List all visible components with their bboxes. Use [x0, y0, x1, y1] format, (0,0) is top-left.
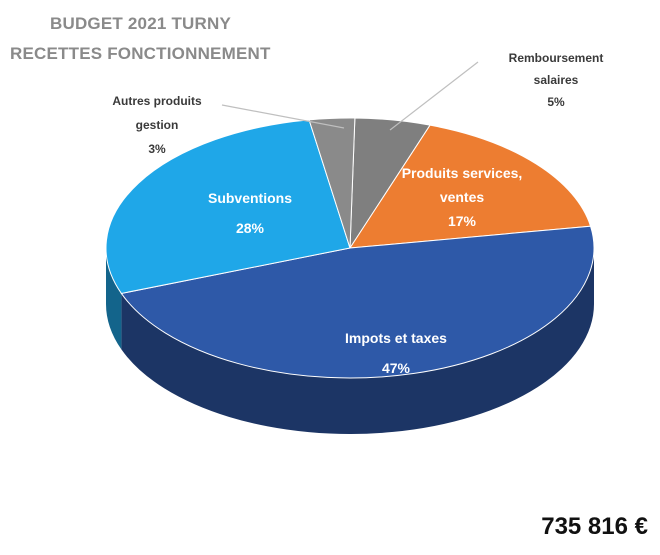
pie-slice-subventions — [105, 119, 351, 294]
chart-title-line1: BUDGET 2021 TURNY — [50, 14, 231, 33]
pie-depth-layer — [106, 248, 595, 434]
leader-remboursement — [389, 61, 479, 131]
leader-lines — [221, 61, 479, 131]
label-subventions: Subventions 28% — [208, 190, 292, 236]
leader-autres — [221, 104, 345, 129]
pie-slice-produits-services-ventes — [349, 124, 592, 249]
pie-top-layer — [105, 117, 595, 379]
pie-slice-impots-et-taxes — [120, 225, 595, 379]
chart-title-line2: RECETTES FONCTIONNEMENT — [10, 44, 271, 63]
pie-side-3 — [106, 248, 122, 350]
label-impots-taxes: Impots et taxes 47% — [345, 330, 447, 376]
total-amount: 735 816 € — [541, 513, 648, 540]
pie-slice-autres-produits-gestion — [308, 117, 356, 249]
label-autres-produits: Autres produits gestion 3% — [112, 94, 202, 156]
label-produits-services: Produits services, ventes 17% — [402, 165, 523, 229]
label-remboursement-salaires: Remboursement salaires 5% — [509, 51, 604, 109]
slice-labels: Remboursement salaires 5% Produits services… — [112, 51, 603, 376]
pie-side-2 — [121, 248, 595, 434]
